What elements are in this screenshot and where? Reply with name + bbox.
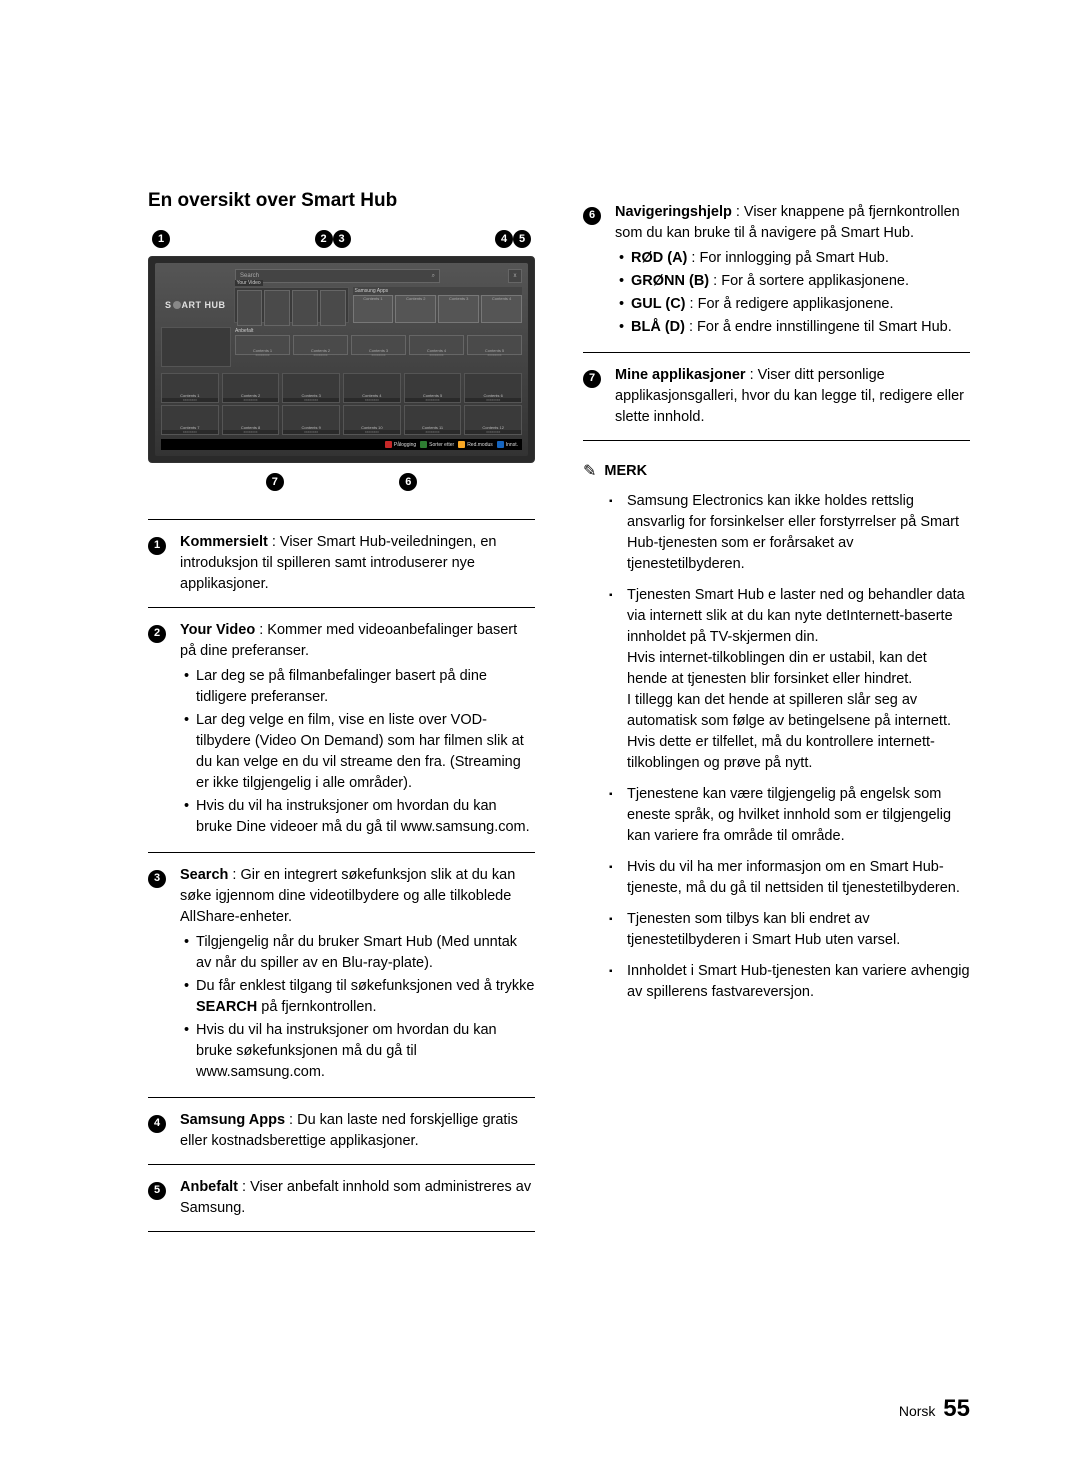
scr-app-tile: Contents 10xxxxxxxx	[343, 405, 401, 435]
scr-samsung-apps: Samsung Apps Contents 1 Contents 2 Conte…	[353, 287, 522, 323]
def-1-body: Kommersielt : Viser Smart Hub-veiledning…	[180, 532, 535, 595]
scr-app-tile: Contents 5xxxxxxxx	[404, 373, 462, 403]
callout-7: 7	[266, 473, 284, 491]
scr-app-tile: Contents 1xxxxxxxx	[161, 373, 219, 403]
nav-dot-c	[458, 441, 465, 448]
note-item: Tjenesten Smart Hub e laster ned og beha…	[627, 585, 970, 774]
note-item: Innholdet i Smart Hub-tjenesten kan vari…	[627, 961, 970, 1003]
note-item: Tjenestene kan være tilgjengelig på enge…	[627, 784, 970, 847]
def-6-body: Navigeringshjelp : Viser knappene på fje…	[615, 202, 970, 340]
callout-5: 5	[513, 230, 531, 248]
callout-1: 1	[152, 230, 170, 248]
def-7-body: Mine applikasjoner : Viser ditt personli…	[615, 365, 970, 428]
page-footer: Norsk 55	[899, 1395, 970, 1423]
scr-app-tile: Contents 4xxxxxxxx	[343, 373, 401, 403]
scr-search-bar: Search ⌕	[235, 269, 440, 283]
scr-commercial-panel	[161, 327, 231, 367]
callout-6: 6	[399, 473, 417, 491]
nav-dot-a	[385, 441, 392, 448]
definitions-right: 6 Navigeringshjelp : Viser knappene på f…	[583, 190, 970, 441]
callouts-bottom: 7 6	[148, 463, 535, 491]
note-heading: ✎ MERK	[583, 461, 970, 481]
scr-logo: SART HUB	[161, 287, 230, 323]
scr-app-tile: Contents 3xxxxxxxx	[282, 373, 340, 403]
callout-4: 4	[495, 230, 513, 248]
scr-app-tile: Contents 6xxxxxxxx	[464, 373, 522, 403]
def-badge-2: 2	[148, 625, 166, 643]
scr-rec-tile: Contents 1xxxxxxxx	[235, 335, 290, 355]
scr-anbefalt-label: Anbefalt	[235, 327, 522, 335]
def-2-body: Your Video : Kommer med videoanbefalinge…	[180, 620, 535, 840]
nav-dot-b	[420, 441, 427, 448]
note-item: Tjenesten som tilbys kan bli endret av t…	[627, 909, 970, 951]
def-badge-3: 3	[148, 870, 166, 888]
section-title: En oversikt over Smart Hub	[148, 190, 535, 212]
definitions-left: 1 Kommersielt : Viser Smart Hub-veiledni…	[148, 519, 535, 1232]
note-item: Samsung Electronics kan ikke holdes rett…	[627, 491, 970, 575]
callouts-top: 1 2 3 4 5	[148, 230, 535, 256]
def-badge-4: 4	[148, 1115, 166, 1133]
def-5-body: Anbefalt : Viser anbefalt innhold som ad…	[180, 1177, 535, 1219]
scr-app-tile: Contents 2xxxxxxxx	[222, 373, 280, 403]
scr-app-tile: Contents 8xxxxxxxx	[222, 405, 280, 435]
note-list: Samsung Electronics kan ikke holdes rett…	[583, 491, 970, 1003]
def-badge-5: 5	[148, 1182, 166, 1200]
def-badge-6: 6	[583, 207, 601, 225]
scr-rec-tile: Contents 5xxxxxxxx	[467, 335, 522, 355]
smart-hub-screenshot: Search ⌕ x SART HUB Your Video	[148, 256, 535, 463]
def-3-body: Search : Gir en integrert søkefunksjon s…	[180, 865, 535, 1085]
callout-3: 3	[333, 230, 351, 248]
search-icon: ⌕	[432, 273, 435, 280]
scr-rec-tile: Contents 3xxxxxxxx	[351, 335, 406, 355]
callout-2: 2	[315, 230, 333, 248]
nav-dot-d	[497, 441, 504, 448]
scr-your-video: Your Video	[234, 287, 349, 323]
scr-rec-tile: Contents 4xxxxxxxx	[409, 335, 464, 355]
def-badge-7: 7	[583, 370, 601, 388]
note-icon: ✎	[583, 461, 596, 481]
scr-rec-tile: Contents 2xxxxxxxx	[293, 335, 348, 355]
def-badge-1: 1	[148, 537, 166, 555]
note-item: Hvis du vil ha mer informasjon om en Sma…	[627, 857, 970, 899]
scr-app-tile: Contents 12xxxxxxxx	[464, 405, 522, 435]
scr-close-icon: x	[508, 269, 522, 283]
scr-nav-bar: Pålogging Sorter etter Red.modus Innst.	[161, 439, 522, 450]
scr-app-tile: Contents 7xxxxxxxx	[161, 405, 219, 435]
scr-app-tile: Contents 9xxxxxxxx	[282, 405, 340, 435]
def-4-body: Samsung Apps : Du kan laste ned forskjel…	[180, 1110, 535, 1152]
scr-app-tile: Contents 11xxxxxxxx	[404, 405, 462, 435]
